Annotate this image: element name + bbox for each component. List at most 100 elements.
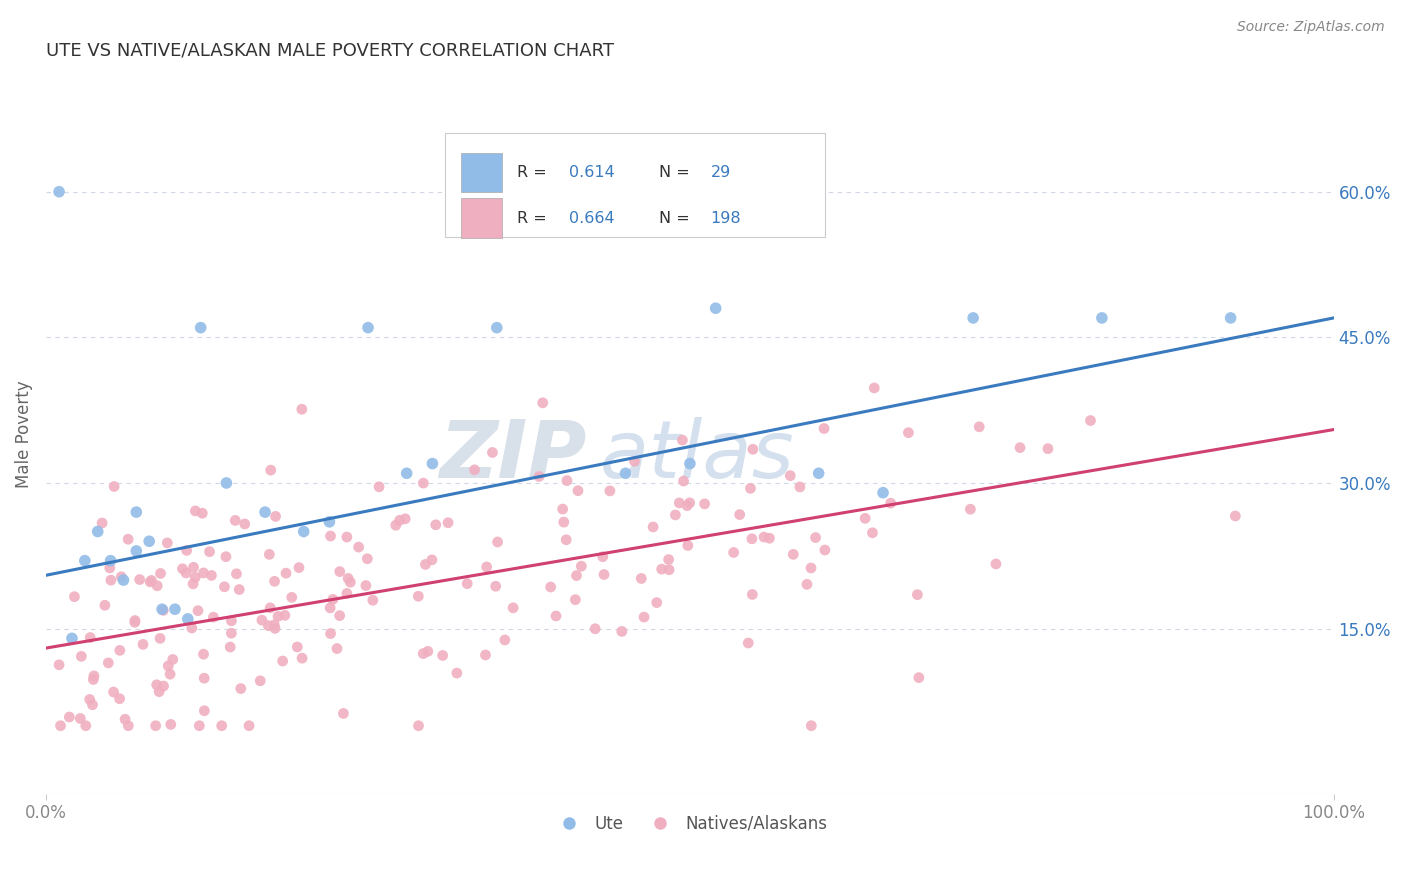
Point (193, 647, 215, 661)
Point (329, 565, 352, 579)
Point (962, 310, 984, 325)
Point (813, 421, 835, 435)
Point (408, 589, 430, 603)
Point (800, 719, 823, 733)
Point (807, 467, 830, 481)
Point (91, 516, 114, 530)
Point (48, 185, 70, 199)
Point (162, 652, 184, 666)
Point (394, 512, 416, 526)
Point (567, 483, 589, 498)
Point (485, 320, 508, 334)
Point (464, 463, 486, 477)
Point (152, 679, 174, 693)
Point (737, 636, 759, 650)
Point (741, 442, 763, 457)
Point (69, 711, 91, 725)
Point (679, 496, 702, 510)
Point (1080, 413, 1102, 427)
Point (187, 604, 209, 618)
Point (872, 485, 894, 500)
Point (339, 575, 361, 590)
Point (486, 535, 509, 549)
Point (198, 544, 221, 558)
Point (163, 602, 186, 616)
Point (103, 685, 125, 699)
Point (527, 469, 550, 483)
Point (193, 704, 215, 718)
Text: R =: R = (517, 211, 553, 226)
Text: 198: 198 (710, 211, 741, 226)
Point (100, 573, 122, 587)
Point (112, 573, 135, 587)
Point (318, 515, 340, 529)
Text: ZIP: ZIP (440, 417, 586, 495)
Point (260, 463, 283, 477)
Point (555, 474, 578, 488)
Point (73, 554, 96, 568)
Point (593, 567, 616, 582)
Point (555, 533, 578, 547)
Point (1091, 310, 1114, 325)
Point (599, 483, 621, 498)
Point (645, 596, 668, 610)
Point (1225, 508, 1247, 523)
Y-axis label: Male Poverty: Male Poverty (15, 381, 32, 488)
Point (610, 624, 633, 639)
Point (446, 666, 468, 681)
Point (693, 497, 716, 511)
Point (250, 613, 273, 627)
Point (48, 657, 70, 672)
Text: N =: N = (659, 211, 695, 226)
Point (225, 566, 247, 581)
Point (416, 644, 439, 658)
Point (664, 508, 686, 522)
Point (181, 577, 204, 591)
Point (228, 582, 250, 597)
Point (117, 533, 139, 547)
Point (676, 539, 699, 553)
Point (623, 454, 645, 468)
Point (156, 536, 179, 550)
Text: UTE VS NATIVE/ALASKAN MALE POVERTY CORRELATION CHART: UTE VS NATIVE/ALASKAN MALE POVERTY CORRE… (46, 42, 614, 60)
Point (150, 602, 173, 616)
Point (183, 560, 205, 574)
Point (908, 671, 931, 685)
Point (336, 530, 359, 544)
Point (259, 547, 281, 561)
Point (741, 587, 763, 601)
Point (108, 643, 131, 657)
Point (1219, 310, 1241, 325)
Point (219, 640, 242, 654)
Point (128, 573, 150, 587)
Point (354, 578, 377, 592)
Point (82, 698, 104, 712)
Point (238, 719, 260, 733)
Bar (461, 153, 502, 192)
Point (853, 511, 876, 525)
Point (79, 631, 101, 645)
Bar (461, 198, 502, 238)
Point (474, 648, 496, 662)
Point (740, 482, 762, 496)
Point (564, 592, 586, 607)
Point (177, 612, 200, 626)
Point (332, 706, 354, 721)
Point (132, 637, 155, 651)
Text: 0.664: 0.664 (569, 211, 614, 226)
Point (292, 524, 315, 539)
Point (193, 671, 215, 685)
Point (70, 649, 93, 664)
Point (356, 551, 378, 566)
Point (800, 561, 823, 575)
Point (357, 320, 380, 334)
Point (200, 568, 222, 582)
Point (319, 626, 342, 640)
Point (274, 566, 297, 581)
Point (202, 610, 225, 624)
Point (1008, 441, 1031, 455)
Point (259, 600, 281, 615)
Point (679, 457, 702, 471)
Point (658, 563, 681, 577)
Point (145, 678, 167, 692)
